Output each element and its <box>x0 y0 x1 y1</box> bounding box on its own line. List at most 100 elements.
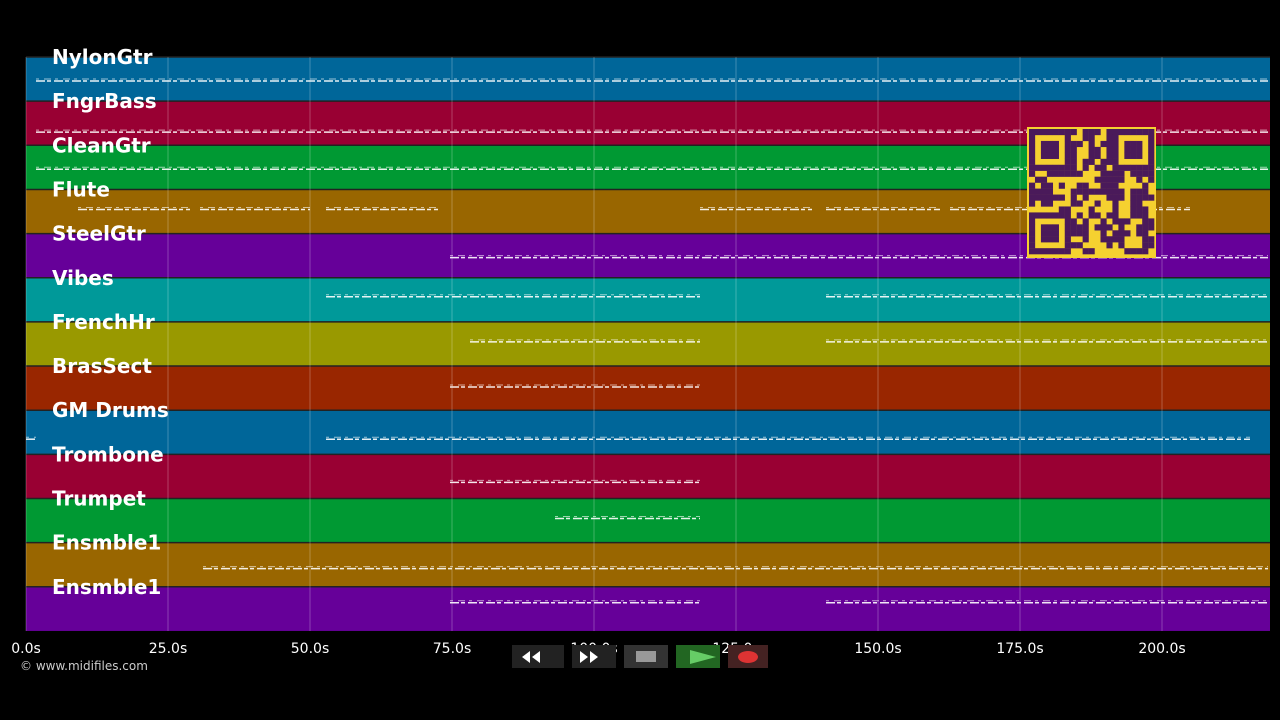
qr-module <box>1130 152 1137 159</box>
qr-module <box>1040 224 1048 231</box>
qr-module <box>1046 194 1054 201</box>
qr-module <box>1142 182 1149 189</box>
qr-module <box>1130 212 1137 219</box>
qr-module <box>1142 236 1149 243</box>
qr-module <box>1064 248 1071 255</box>
qr-module <box>1029 134 1036 142</box>
qr-module <box>1082 194 1089 201</box>
qr-module <box>1046 248 1054 255</box>
qr-module <box>1040 248 1048 255</box>
qr-module <box>1070 200 1077 207</box>
qr-module <box>1058 164 1065 171</box>
qr-module <box>1130 200 1137 207</box>
qr-module <box>1118 230 1125 237</box>
time-tick-label: 200.0s <box>1138 641 1185 657</box>
qr-module <box>1106 224 1113 231</box>
time-tick-label: 50.0s <box>291 641 329 657</box>
time-tick-label: 25.0s <box>149 641 187 657</box>
qr-module <box>1148 152 1155 159</box>
qr-module <box>1070 188 1077 195</box>
qr-module <box>1142 242 1149 249</box>
qr-module <box>1112 152 1119 159</box>
qr-module <box>1064 242 1071 249</box>
qr-module <box>1052 194 1059 201</box>
track-row <box>26 321 1270 367</box>
qr-module <box>1076 182 1083 189</box>
qr-module <box>1046 182 1054 189</box>
track-row <box>26 586 1270 631</box>
qr-module <box>1058 248 1065 255</box>
qr-module <box>1034 212 1042 219</box>
qr-module <box>1118 218 1125 225</box>
qr-module <box>1136 206 1143 213</box>
qr-module <box>1130 146 1137 154</box>
qr-module <box>1029 182 1036 189</box>
qr-module <box>1136 194 1143 201</box>
qr-module <box>1112 236 1119 243</box>
qr-module <box>1136 230 1143 237</box>
time-tick-label: 175.0s <box>996 641 1043 657</box>
qr-module <box>1082 248 1089 255</box>
track-name: FngrBass <box>52 89 157 113</box>
qr-module <box>1112 188 1119 195</box>
qr-module <box>1070 230 1077 237</box>
qr-module <box>1124 164 1131 171</box>
qr-module <box>1148 194 1155 201</box>
rewind-icon <box>522 651 540 663</box>
qr-module <box>1076 224 1083 231</box>
qr-module <box>1130 206 1137 213</box>
qr-module <box>1106 236 1113 243</box>
qr-module <box>1034 248 1042 255</box>
qr-module <box>1088 152 1095 159</box>
qr-module <box>1148 146 1155 154</box>
qr-module <box>1040 146 1048 154</box>
track-row <box>26 498 1270 543</box>
qr-module <box>1106 188 1113 195</box>
qr-module <box>1148 134 1155 142</box>
qr-module <box>1100 230 1107 237</box>
qr-module <box>1106 129 1113 136</box>
qr-module <box>1148 140 1155 148</box>
qr-module <box>1076 230 1083 237</box>
qr-module <box>1082 218 1089 225</box>
qr-module <box>1046 129 1054 136</box>
qr-module <box>1046 146 1054 154</box>
play-icon <box>690 650 716 664</box>
qr-module <box>1082 230 1089 237</box>
qr-module <box>1094 200 1101 207</box>
qr-module <box>1124 152 1131 159</box>
qr-module <box>1112 218 1119 225</box>
qr-module <box>1029 218 1036 225</box>
qr-module <box>1100 158 1107 165</box>
qr-module <box>1136 224 1143 231</box>
time-tick-label: 0.0s <box>11 641 41 657</box>
qr-module <box>1064 218 1071 225</box>
qr-module <box>1046 152 1054 159</box>
qr-module <box>1112 134 1119 142</box>
qr-module <box>1052 230 1059 237</box>
qr-module <box>1142 230 1149 237</box>
track-name: Ensmble1 <box>52 575 161 599</box>
qr-module <box>1029 200 1036 207</box>
qr-module <box>1070 140 1077 148</box>
qr-module <box>1052 129 1059 136</box>
qr-module <box>1100 224 1107 231</box>
qr-module <box>1046 188 1054 195</box>
track-name: Trombone <box>52 442 164 466</box>
qr-module <box>1118 224 1125 231</box>
controls <box>512 645 768 668</box>
qr-module <box>1040 176 1048 183</box>
qr-module <box>1118 194 1125 201</box>
track-name: CleanGtr <box>52 133 151 157</box>
qr-module <box>1082 188 1089 195</box>
track-name: FrenchHr <box>52 310 155 334</box>
qr-module <box>1064 129 1071 136</box>
qr-module <box>1070 218 1077 225</box>
time-tick-label: 75.0s <box>433 641 471 657</box>
qr-module <box>1148 129 1155 136</box>
qr-module <box>1124 146 1131 154</box>
qr-module <box>1046 140 1054 148</box>
qr-module <box>1106 194 1113 201</box>
qr-module <box>1088 212 1095 219</box>
